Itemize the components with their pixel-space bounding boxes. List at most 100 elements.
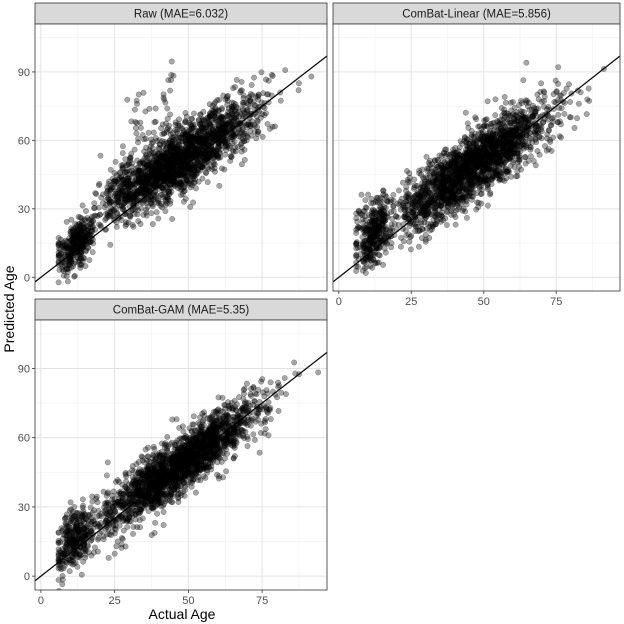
data-point — [142, 173, 149, 180]
data-point — [238, 148, 245, 155]
data-point — [567, 99, 573, 105]
data-point — [149, 221, 156, 227]
data-point — [457, 195, 463, 202]
data-point — [261, 112, 268, 118]
data-point — [496, 152, 503, 159]
data-point — [250, 121, 257, 128]
data-point — [395, 221, 402, 228]
data-point — [162, 202, 169, 209]
data-point — [419, 203, 425, 210]
data-point — [237, 87, 244, 94]
data-point — [68, 228, 74, 235]
data-point — [84, 215, 91, 222]
data-point — [362, 213, 368, 220]
data-point — [153, 209, 160, 216]
data-point — [584, 96, 591, 103]
data-point — [492, 112, 499, 119]
data-point — [371, 234, 378, 241]
data-point — [59, 263, 66, 270]
data-point — [195, 162, 201, 169]
data-point — [419, 213, 425, 220]
data-point — [63, 273, 70, 279]
data-point — [197, 111, 204, 118]
data-point — [135, 218, 142, 225]
data-point — [159, 131, 166, 138]
data-point — [222, 121, 229, 128]
data-point — [133, 195, 140, 202]
data-point — [422, 238, 429, 245]
data-point — [92, 226, 99, 233]
data-point — [78, 250, 85, 257]
data-point — [513, 125, 520, 132]
data-point — [235, 108, 242, 115]
x-tick-label: 0 — [336, 296, 342, 308]
data-point — [489, 175, 496, 182]
data-point — [160, 94, 167, 101]
data-point — [188, 164, 195, 171]
data-point — [424, 165, 431, 172]
data-point — [523, 132, 530, 139]
data-point — [131, 106, 138, 113]
data-point — [112, 158, 119, 165]
data-point — [253, 113, 260, 120]
data-point — [159, 204, 166, 211]
data-point — [255, 128, 261, 135]
data-point — [462, 109, 469, 116]
data-point — [399, 179, 406, 186]
data-point — [361, 248, 368, 255]
data-point — [251, 102, 258, 108]
data-point — [221, 166, 228, 173]
data-point — [214, 97, 221, 104]
data-point — [114, 209, 120, 216]
data-point — [501, 94, 508, 100]
data-point — [497, 127, 503, 134]
data-point — [358, 191, 365, 198]
data-point — [86, 221, 93, 228]
data-point — [154, 199, 161, 206]
data-point — [91, 200, 98, 207]
data-point — [522, 97, 529, 104]
data-point — [424, 211, 430, 218]
data-point — [127, 155, 134, 162]
data-point — [439, 167, 446, 174]
data-point — [140, 89, 147, 96]
data-point — [431, 206, 438, 213]
data-point — [376, 252, 383, 259]
data-point — [368, 200, 375, 207]
data-point — [238, 161, 245, 168]
data-point — [193, 133, 200, 140]
data-point — [155, 215, 162, 222]
data-point — [384, 199, 391, 205]
data-point — [479, 128, 486, 135]
data-point — [442, 197, 449, 204]
data-point — [199, 175, 206, 182]
data-point — [77, 264, 84, 271]
data-point — [200, 139, 207, 146]
x-tick-label: 75 — [550, 296, 562, 308]
data-point — [548, 122, 555, 129]
data-point — [418, 220, 425, 227]
data-point — [182, 119, 189, 125]
data-point — [437, 218, 444, 225]
data-point — [428, 187, 435, 193]
data-point — [265, 77, 272, 84]
data-point — [295, 87, 302, 94]
data-point — [138, 205, 145, 212]
data-point — [215, 107, 222, 114]
data-point — [130, 223, 137, 230]
data-point — [72, 272, 78, 279]
data-point — [151, 153, 158, 160]
data-point — [395, 187, 402, 194]
data-point — [57, 236, 64, 243]
data-point — [148, 210, 155, 217]
data-point — [183, 113, 190, 120]
data-point — [571, 125, 578, 131]
data-point — [79, 202, 86, 209]
data-point — [396, 201, 403, 208]
data-point — [389, 215, 396, 222]
data-point — [210, 161, 217, 167]
data-point — [149, 170, 156, 177]
data-point — [374, 259, 381, 266]
